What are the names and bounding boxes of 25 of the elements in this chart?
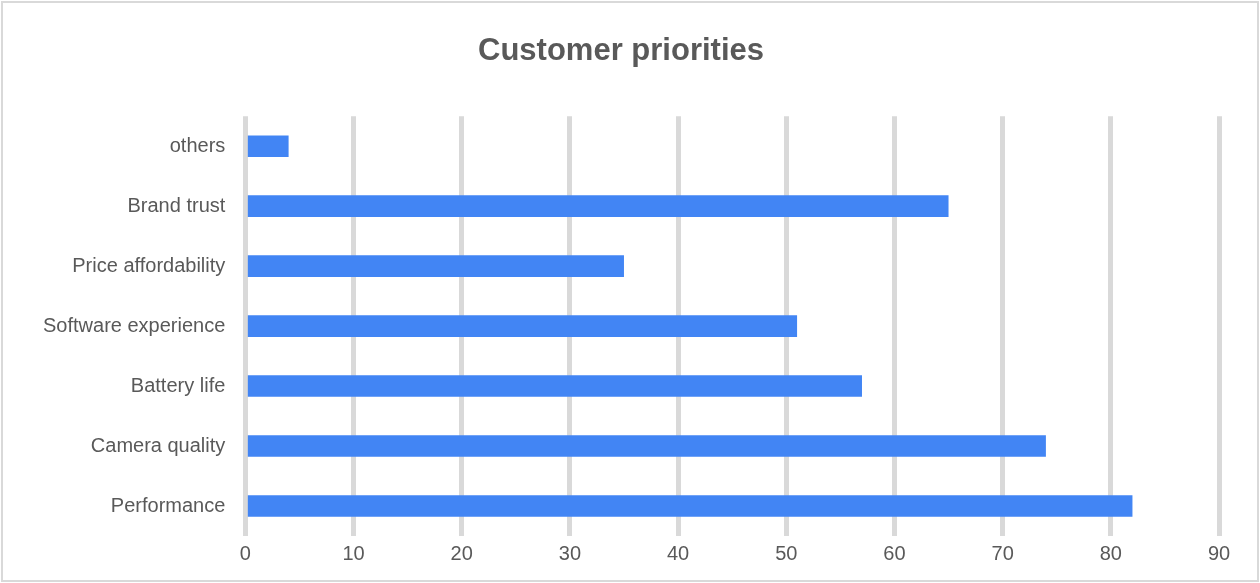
y-tick-label: Camera quality (90, 433, 226, 456)
chart-title: Customer priorities (478, 32, 764, 68)
bar (247, 315, 798, 337)
y-tick-label: Performance (110, 493, 226, 516)
x-tick-label: 90 (1207, 541, 1231, 564)
x-tick-label: 40 (666, 541, 690, 564)
x-tick-label: 70 (991, 541, 1014, 564)
x-tick-label: 50 (775, 541, 798, 564)
x-tick-label: 20 (450, 541, 473, 564)
y-tick-label: Price affordability (72, 253, 226, 276)
x-tick-label: 10 (342, 541, 365, 564)
y-tick-label: Battery life (130, 373, 226, 396)
bar (247, 255, 624, 277)
x-tick-label: 80 (1099, 541, 1122, 564)
y-tick-label: Software experience (43, 313, 226, 336)
bar (247, 195, 949, 217)
bar (247, 495, 1133, 517)
x-tick-label: 30 (558, 541, 582, 564)
x-tick-label: 60 (883, 541, 906, 564)
bar (247, 435, 1046, 457)
x-tick-label: 0 (239, 541, 251, 564)
bar (247, 375, 862, 397)
bar (247, 135, 289, 157)
y-tick-label: others (169, 133, 226, 156)
y-tick-label: Brand trust (127, 193, 226, 216)
